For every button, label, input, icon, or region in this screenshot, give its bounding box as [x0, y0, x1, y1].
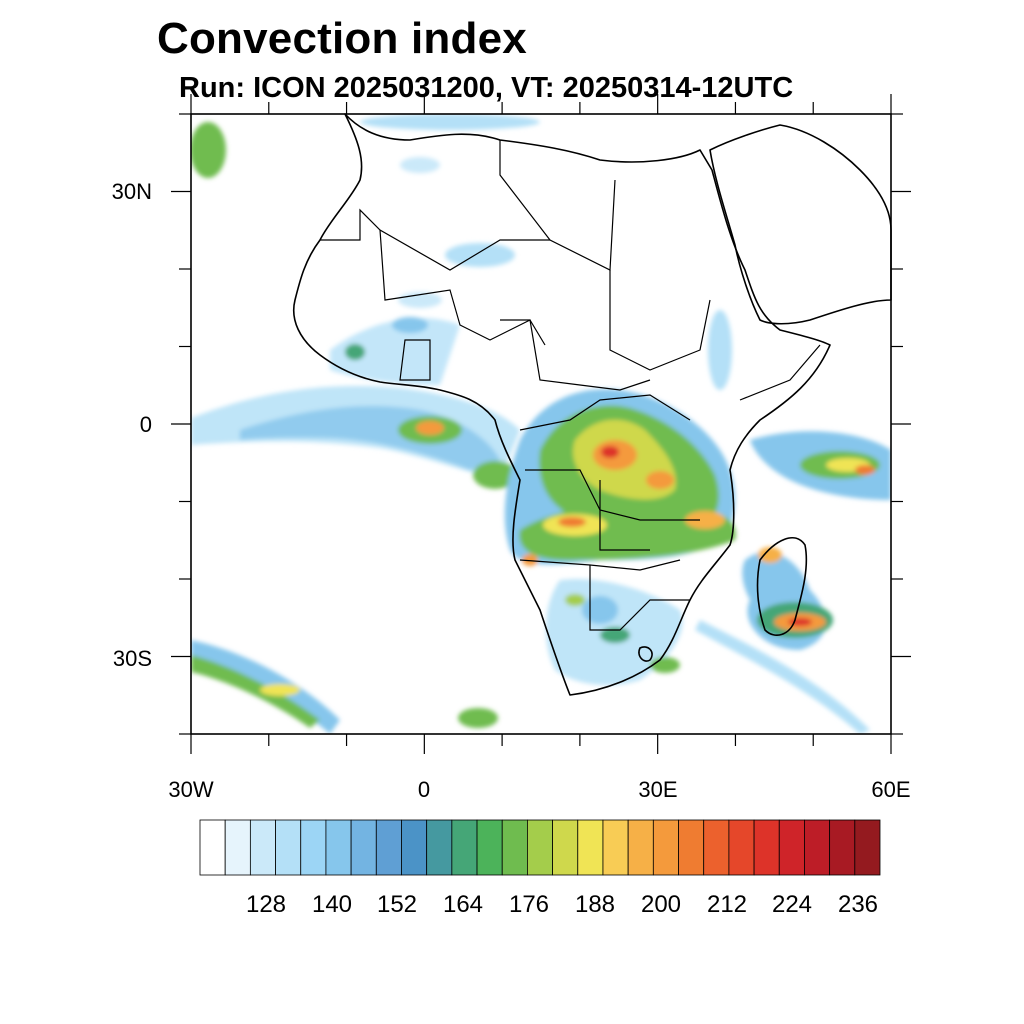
colorbar-label-152: 152: [377, 891, 417, 918]
y-tick-label-0: 0: [140, 412, 152, 437]
x-tick-label-30e: 30E: [638, 777, 677, 802]
colorbar-box: [476, 819, 503, 876]
x-tick-label-0: 0: [418, 777, 430, 802]
colorbar-label-176: 176: [509, 891, 549, 918]
colorbar-box: [300, 819, 327, 876]
colorbar-label-224: 224: [772, 891, 812, 918]
colorbar-label-200: 200: [641, 891, 681, 918]
colorbar-box: [552, 819, 579, 876]
x-tick-label-30w: 30W: [168, 777, 213, 802]
colorbar-label-164: 164: [443, 891, 483, 918]
colorbar-box: [224, 819, 251, 876]
colorbar-box: [854, 819, 881, 876]
colorbar-box: [325, 819, 352, 876]
coastlines: [293, 113, 892, 696]
colorbar-box: [829, 819, 856, 876]
chart-subtitle: Run: ICON 2025031200, VT: 20250314-12UTC: [179, 72, 794, 104]
x-tick-label-60e: 60E: [871, 777, 910, 802]
colorbar-label-236: 236: [838, 891, 878, 918]
convection-field: [191, 114, 891, 734]
colorbar: [199, 819, 881, 876]
colorbar-box: [199, 819, 226, 876]
y-tick-label-30s: 30S: [113, 646, 152, 671]
colorbar-box: [678, 819, 705, 876]
colorbar-label-212: 212: [707, 891, 747, 918]
colorbar-box: [501, 819, 528, 876]
colorbar-box: [577, 819, 604, 876]
colorbar-label-140: 140: [312, 891, 352, 918]
colorbar-box: [350, 819, 377, 876]
colorbar-box: [527, 819, 553, 876]
colorbar-box: [728, 819, 755, 876]
colorbar-box: [804, 819, 831, 876]
colorbar-box: [627, 819, 654, 876]
colorbar-box: [401, 819, 428, 876]
colorbar-box: [275, 819, 302, 876]
colorbar-box: [451, 819, 478, 876]
colorbar-box: [778, 819, 805, 876]
colorbar-label-128: 128: [246, 891, 286, 918]
colorbar-box: [426, 819, 453, 876]
chart-title: Convection index: [157, 14, 527, 63]
colorbar-box: [602, 819, 629, 876]
colorbar-box: [249, 819, 276, 876]
country-borders: [320, 140, 821, 631]
colorbar-label-188: 188: [575, 891, 615, 918]
y-tick-label-30n: 30N: [112, 179, 152, 204]
axis-ticks: [171, 94, 911, 754]
colorbar-box: [703, 819, 730, 876]
colorbar-box: [652, 819, 679, 876]
colorbar-box: [375, 819, 402, 876]
colorbar-box: [753, 819, 780, 876]
